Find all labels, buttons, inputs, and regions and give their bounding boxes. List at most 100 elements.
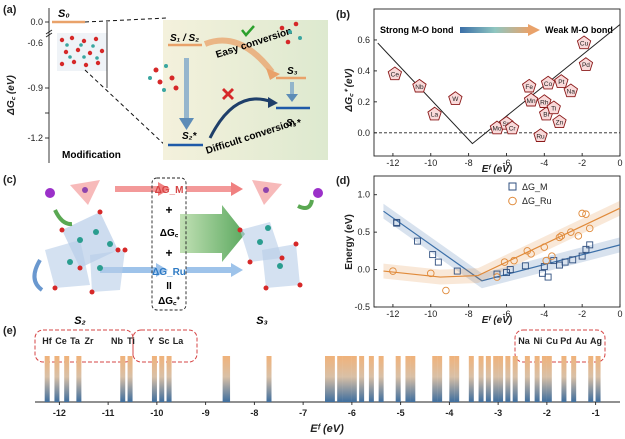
plus-sign: + xyxy=(165,203,172,217)
data-point-dgm xyxy=(506,266,514,274)
spectrum-bar xyxy=(342,356,348,402)
dgm-label: ΔG_M xyxy=(155,185,184,196)
panel-b-xtick: 0 xyxy=(617,158,622,168)
data-point-dgru xyxy=(510,256,518,265)
panel-e-xtick: -4 xyxy=(445,408,453,418)
spectrum-bar xyxy=(546,356,552,402)
data-point-dgru xyxy=(540,243,549,251)
panel-e: (e) Eᶠ (eV) -12 -11 -10 -9 -8 -7 -6 -5 -4 -3 -2 -1 … xyxy=(3,325,620,435)
panel-b: (b) Strong M-O bond Weak M-O bond ΔG꜀⁺ (… xyxy=(336,8,623,175)
panel-d-ytick: 0.0 xyxy=(357,265,370,275)
spectrum-bar xyxy=(225,356,231,402)
point-label-zn: Zn xyxy=(556,119,564,126)
legend-dgru: ΔG_Ru xyxy=(522,196,552,206)
panel-d-xtick: -4 xyxy=(540,309,548,319)
data-point-dgru xyxy=(574,232,583,240)
data-point-dgru xyxy=(427,269,435,278)
element-label-la: La xyxy=(173,336,184,346)
data-point-dgm xyxy=(538,269,546,277)
spectrum-bar xyxy=(359,356,365,402)
spectrum-bar xyxy=(468,356,474,402)
element-label-ce: Ce xyxy=(55,336,67,346)
dgc-label: ΔG꜀ xyxy=(160,228,179,239)
spectrum-bar xyxy=(127,356,133,402)
data-point-dgm xyxy=(429,251,437,259)
panel-a: (a) 0.0 -0.6 -0.9 -1.2 ΔG꜀ (eV) S₀ xyxy=(3,4,328,163)
panel-a-ytick: 0.0 xyxy=(30,17,43,27)
panel-e-xlabel: Eᶠ (eV) xyxy=(310,423,344,435)
panel-b-xtick: -8 xyxy=(465,158,473,168)
element-label-y: Y xyxy=(148,336,154,346)
point-label-mo: Mo xyxy=(492,126,501,133)
panel-e-xtick: -11 xyxy=(102,408,115,418)
point-label-cu: Cu xyxy=(580,41,589,48)
panel-b-ytick: 0.6 xyxy=(357,35,370,45)
spectrum-bar xyxy=(64,356,70,402)
data-point-ce xyxy=(387,66,403,81)
element-label-au: Au xyxy=(575,336,587,346)
panel-e-xtick: -1 xyxy=(592,408,600,418)
cluster-illustration-s3 xyxy=(279,21,302,45)
element-label-zr: Zr xyxy=(85,336,94,346)
panel-b-ylabel: ΔG꜀⁺ (eV) xyxy=(344,68,355,113)
data-point-dgm xyxy=(414,237,421,245)
data-point-dgru xyxy=(442,286,450,295)
data-point-dgru xyxy=(555,233,564,242)
panel-d-xtick: -10 xyxy=(424,309,437,319)
panel-b-ytick: 0.0 xyxy=(357,128,370,138)
panel-e-xtick: -9 xyxy=(202,408,210,418)
data-point-la xyxy=(427,106,442,121)
data-point-dgm xyxy=(544,273,552,281)
element-label-ag: Ag xyxy=(590,336,602,346)
panel-b-xtick: -6 xyxy=(502,158,510,168)
panel-e-xtick: -10 xyxy=(150,408,163,418)
spectrum-bar xyxy=(405,356,411,402)
panel-e-xtick: -2 xyxy=(543,408,551,418)
data-point-dgru xyxy=(527,250,535,258)
s12-label: S₁ / S₂ xyxy=(170,33,199,44)
modification-label: Modification xyxy=(62,150,121,161)
spectrum-bar xyxy=(449,356,455,402)
panel-b-ytick: 0.4 xyxy=(357,66,370,76)
point-label-ru: Ru xyxy=(536,133,545,140)
spectrum-bar xyxy=(151,356,157,402)
spectrum-bar xyxy=(524,356,530,402)
data-point-pd xyxy=(578,57,594,71)
panel-d-xtick: -12 xyxy=(386,309,399,319)
panel-e-xtick: -8 xyxy=(250,408,258,418)
spectrum-bar xyxy=(478,356,484,402)
energy-inset xyxy=(163,20,328,160)
point-label-la: La xyxy=(431,112,439,119)
element-label-ti: Ti xyxy=(127,336,135,346)
spectrum-bar xyxy=(346,356,352,402)
confidence-band xyxy=(383,203,620,289)
data-point-dgru xyxy=(585,224,594,233)
data-point-dgm xyxy=(493,270,501,278)
s0-label: S₀ xyxy=(58,8,70,20)
spectrum-bar xyxy=(325,356,330,402)
element-label-cu: Cu xyxy=(546,336,558,346)
element-label-hf: Hf xyxy=(42,336,52,346)
panel-e-xtick: -12 xyxy=(53,408,66,418)
element-label-ta: Ta xyxy=(70,336,81,346)
point-label-pt: Pt xyxy=(558,79,564,86)
point-label-co: Co xyxy=(544,81,553,88)
panel-b-xtick: -4 xyxy=(540,158,548,168)
panel-d-xlabel: Eᶠ (eV) xyxy=(482,315,513,326)
data-point-dgm xyxy=(582,245,590,253)
spectrum-bar xyxy=(120,356,126,402)
spectrum-bar xyxy=(54,356,60,402)
data-point-w xyxy=(448,91,463,105)
spectrum-bar xyxy=(493,356,499,402)
spectrum-bar xyxy=(351,356,357,402)
spectrum-bar xyxy=(395,356,401,402)
point-label-na: Na xyxy=(567,89,576,96)
data-point-dgru xyxy=(548,252,556,260)
spectrum-bar xyxy=(378,356,384,402)
data-point-nb xyxy=(412,78,427,93)
panel-b-frame xyxy=(373,8,621,157)
data-point-zn xyxy=(552,114,567,129)
point-label-rh: Rh xyxy=(540,99,549,106)
spectrum-bar xyxy=(485,356,491,402)
